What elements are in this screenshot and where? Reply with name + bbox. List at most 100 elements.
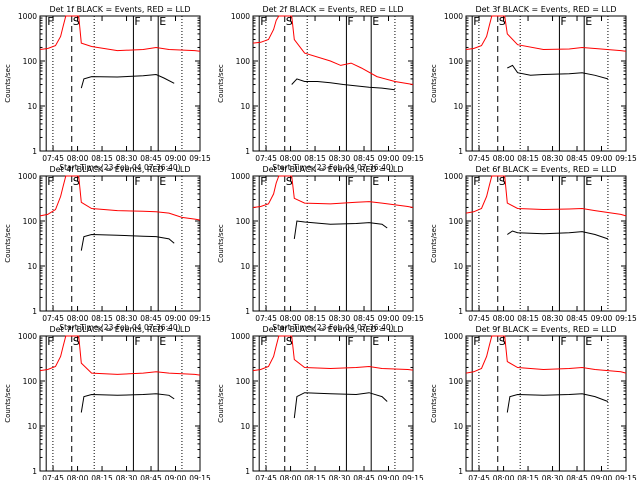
y-tick-label: 100 xyxy=(449,377,464,386)
x-tick-label: 09:15 xyxy=(615,474,637,480)
marker-label: F xyxy=(560,335,566,348)
y-tick-label: 1 xyxy=(32,307,37,316)
x-tick-label: 08:15 xyxy=(304,154,326,163)
x-tick-label: 08:45 xyxy=(353,314,375,323)
x-tick-label: 08:15 xyxy=(517,314,539,323)
marker-label: F xyxy=(134,335,140,348)
y-tick-label: 10 xyxy=(240,262,250,271)
chart-title: Det 5f BLACK = Events, RED = LLD xyxy=(262,165,403,174)
x-tick-label: 09:00 xyxy=(165,154,187,163)
y-tick-label: 100 xyxy=(449,217,464,226)
marker-label: S xyxy=(499,175,506,188)
y-axis-label: Counts/sec xyxy=(430,224,438,263)
chart-title: Det 1f BLACK = Events, RED = LLD xyxy=(49,5,190,14)
series-line xyxy=(80,73,175,89)
series-line xyxy=(252,15,414,85)
x-tick-label: 08:45 xyxy=(353,474,375,480)
marker-label: S xyxy=(73,175,80,188)
series-line xyxy=(465,335,627,374)
x-tick-label: 07:45 xyxy=(468,154,490,163)
x-tick-label: 09:00 xyxy=(591,154,613,163)
x-tick-label: 08:30 xyxy=(542,154,564,163)
y-tick-label: 1000 xyxy=(231,12,250,21)
x-axis-label: Start Time (23-Feb-04 07:36:40) xyxy=(59,323,180,332)
marker-label: F xyxy=(47,15,53,28)
y-axis-label: Counts/sec xyxy=(430,64,438,103)
marker-label: E xyxy=(159,335,166,348)
y-tick-label: 10 xyxy=(453,102,463,111)
marker-label: F xyxy=(47,335,53,348)
marker-label: F xyxy=(473,175,479,188)
chart-title: Det 4f BLACK = Events, RED = LLD xyxy=(49,165,190,174)
series-line xyxy=(465,15,627,52)
y-tick-label: 10 xyxy=(453,422,463,431)
series-line xyxy=(293,220,388,239)
y-tick-label: 1000 xyxy=(18,332,37,341)
y-tick-label: 1 xyxy=(245,147,250,156)
plot-frame xyxy=(465,15,627,152)
x-tick-label: 08:45 xyxy=(140,154,162,163)
x-tick-label: 09:15 xyxy=(189,474,211,480)
marker-label: F xyxy=(473,335,479,348)
chart-title: Det 8f BLACK = Events, RED = LLD xyxy=(262,325,403,334)
y-tick-label: 1 xyxy=(458,147,463,156)
x-tick-label: 07:45 xyxy=(255,474,277,480)
y-tick-label: 100 xyxy=(449,57,464,66)
x-tick-label: 08:45 xyxy=(140,474,162,480)
plot-frame xyxy=(465,335,627,472)
y-tick-label: 10 xyxy=(27,102,37,111)
chart-title: Det 7f BLACK = Events, RED = LLD xyxy=(49,325,190,334)
marker-label: E xyxy=(585,15,592,28)
x-tick-label: 08:00 xyxy=(493,314,515,323)
x-tick-label: 09:00 xyxy=(591,314,613,323)
chart-panel: Det 4f BLACK = Events, RED = LLD 1 10 100 10… xyxy=(4,165,211,332)
x-tick-label: 09:15 xyxy=(402,314,424,323)
x-tick-label: 07:45 xyxy=(42,474,64,480)
marker-label: S xyxy=(286,15,293,28)
series-line xyxy=(252,175,414,208)
chart-panel: Det 5f BLACK = Events, RED = LLD 1 10 100 10… xyxy=(217,165,424,332)
x-tick-label: 08:15 xyxy=(517,474,539,480)
x-tick-label: 08:15 xyxy=(91,154,113,163)
x-tick-label: 08:15 xyxy=(304,314,326,323)
y-tick-label: 10 xyxy=(453,262,463,271)
x-tick-label: 08:00 xyxy=(67,474,89,480)
chart-title: Det 9f BLACK = Events, RED = LLD xyxy=(475,325,616,334)
y-tick-label: 10 xyxy=(240,102,250,111)
x-tick-label: 08:00 xyxy=(280,314,302,323)
x-tick-label: 08:45 xyxy=(140,314,162,323)
marker-label: E xyxy=(372,335,379,348)
y-axis-label: Counts/sec xyxy=(217,384,225,423)
x-tick-label: 09:15 xyxy=(402,154,424,163)
marker-label: F xyxy=(560,15,566,28)
y-axis-label: Counts/sec xyxy=(4,384,12,423)
x-tick-label: 08:15 xyxy=(304,474,326,480)
y-tick-label: 10 xyxy=(27,422,37,431)
marker-label: E xyxy=(159,15,166,28)
y-tick-label: 1000 xyxy=(444,172,463,181)
y-tick-label: 1000 xyxy=(231,172,250,181)
chart-panel: Det 2f BLACK = Events, RED = LLD 1 10 100 10… xyxy=(217,5,424,172)
plot-frame xyxy=(252,335,414,472)
marker-label: S xyxy=(286,175,293,188)
y-tick-label: 1000 xyxy=(18,172,37,181)
y-axis-label: Counts/sec xyxy=(4,64,12,103)
x-tick-label: 08:30 xyxy=(116,314,138,323)
y-tick-label: 100 xyxy=(23,217,38,226)
marker-label: E xyxy=(159,175,166,188)
y-tick-label: 1 xyxy=(32,147,37,156)
x-tick-label: 08:45 xyxy=(353,154,375,163)
x-tick-label: 08:00 xyxy=(280,474,302,480)
x-tick-label: 07:45 xyxy=(255,314,277,323)
y-tick-label: 100 xyxy=(236,217,251,226)
series-line xyxy=(507,230,609,240)
y-tick-label: 100 xyxy=(236,377,251,386)
series-line xyxy=(291,78,395,91)
plot-frame xyxy=(252,175,414,312)
marker-label: S xyxy=(499,335,506,348)
series-line xyxy=(507,64,609,80)
y-axis-label: Counts/sec xyxy=(4,224,12,263)
chart-panel: Det 6f BLACK = Events, RED = LLD 1 10 100 10… xyxy=(430,165,637,323)
plot-frame xyxy=(39,335,201,472)
marker-label: F xyxy=(47,175,53,188)
